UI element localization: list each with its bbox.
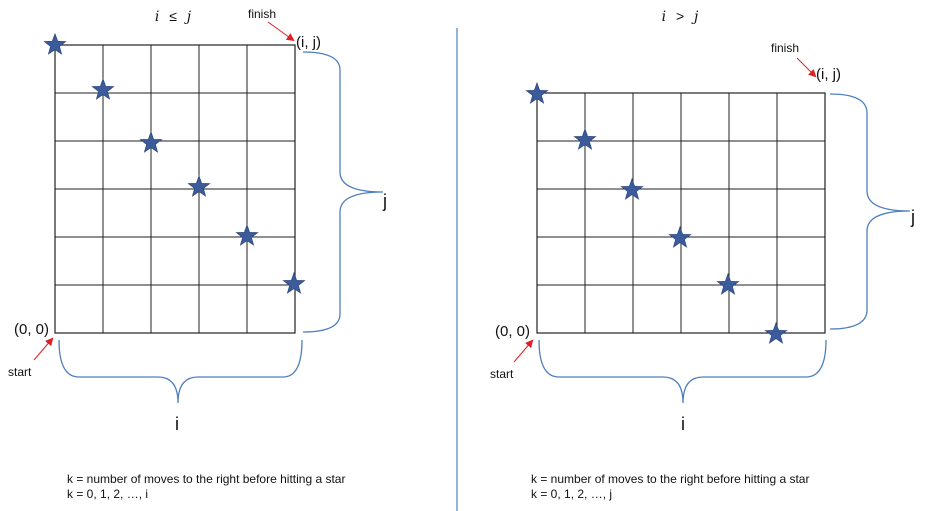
star-icon bbox=[525, 81, 549, 104]
left-start-label: start bbox=[8, 365, 32, 379]
star-icon bbox=[620, 177, 644, 200]
left-panel: i ≤ j finish (i, j) (0, 0) bbox=[8, 7, 387, 434]
left-condition-title: i ≤ j bbox=[155, 8, 192, 25]
right-origin-label: (0, 0) bbox=[495, 323, 530, 340]
right-finish-label: finish bbox=[771, 41, 799, 55]
left-note-line2: k = 0, 1, 2, …, i bbox=[67, 487, 149, 501]
left-width-label: i bbox=[175, 414, 179, 434]
right-height-brace bbox=[829, 93, 911, 330]
star-icon bbox=[573, 127, 597, 150]
left-finish-label: finish bbox=[248, 7, 276, 21]
right-condition-title: i > j bbox=[662, 8, 699, 25]
left-note: k = number of moves to the right before … bbox=[67, 472, 345, 502]
left-note-line1: k = number of moves to the right before … bbox=[67, 472, 346, 486]
right-start-arrow bbox=[513, 339, 534, 363]
star-icon bbox=[187, 174, 211, 197]
left-grid bbox=[54, 44, 296, 334]
left-height-brace bbox=[302, 51, 384, 333]
star-icon bbox=[139, 130, 163, 153]
star-icon bbox=[43, 32, 67, 55]
star-icon bbox=[91, 77, 115, 100]
left-stars bbox=[43, 32, 306, 294]
left-start-arrow bbox=[33, 337, 54, 361]
right-height-label: j bbox=[910, 207, 915, 227]
right-width-brace bbox=[538, 339, 827, 404]
right-note-line1: k = number of moves to the right before … bbox=[531, 472, 810, 486]
right-stars bbox=[525, 81, 788, 344]
right-note: k = number of moves to the right before … bbox=[531, 472, 809, 502]
right-start-label: start bbox=[490, 367, 514, 381]
left-width-brace bbox=[58, 339, 303, 404]
right-end-point-label: (i, j) bbox=[816, 66, 841, 83]
star-icon bbox=[235, 223, 259, 246]
left-finish-arrow bbox=[267, 21, 295, 42]
star-icon bbox=[668, 225, 692, 248]
right-width-label: i bbox=[681, 414, 685, 434]
star-icon bbox=[716, 272, 740, 295]
star-icon bbox=[282, 271, 306, 294]
right-finish-arrow bbox=[796, 57, 817, 78]
left-origin-label: (0, 0) bbox=[14, 321, 49, 338]
left-height-label: j bbox=[382, 191, 387, 211]
right-grid bbox=[536, 92, 826, 334]
star-icon bbox=[764, 321, 788, 344]
left-end-point-label: (i, j) bbox=[296, 34, 321, 51]
right-note-line2: k = 0, 1, 2, …, j bbox=[531, 487, 613, 501]
right-panel: i > j finish (i, j) (0, 0) bbox=[490, 8, 915, 434]
